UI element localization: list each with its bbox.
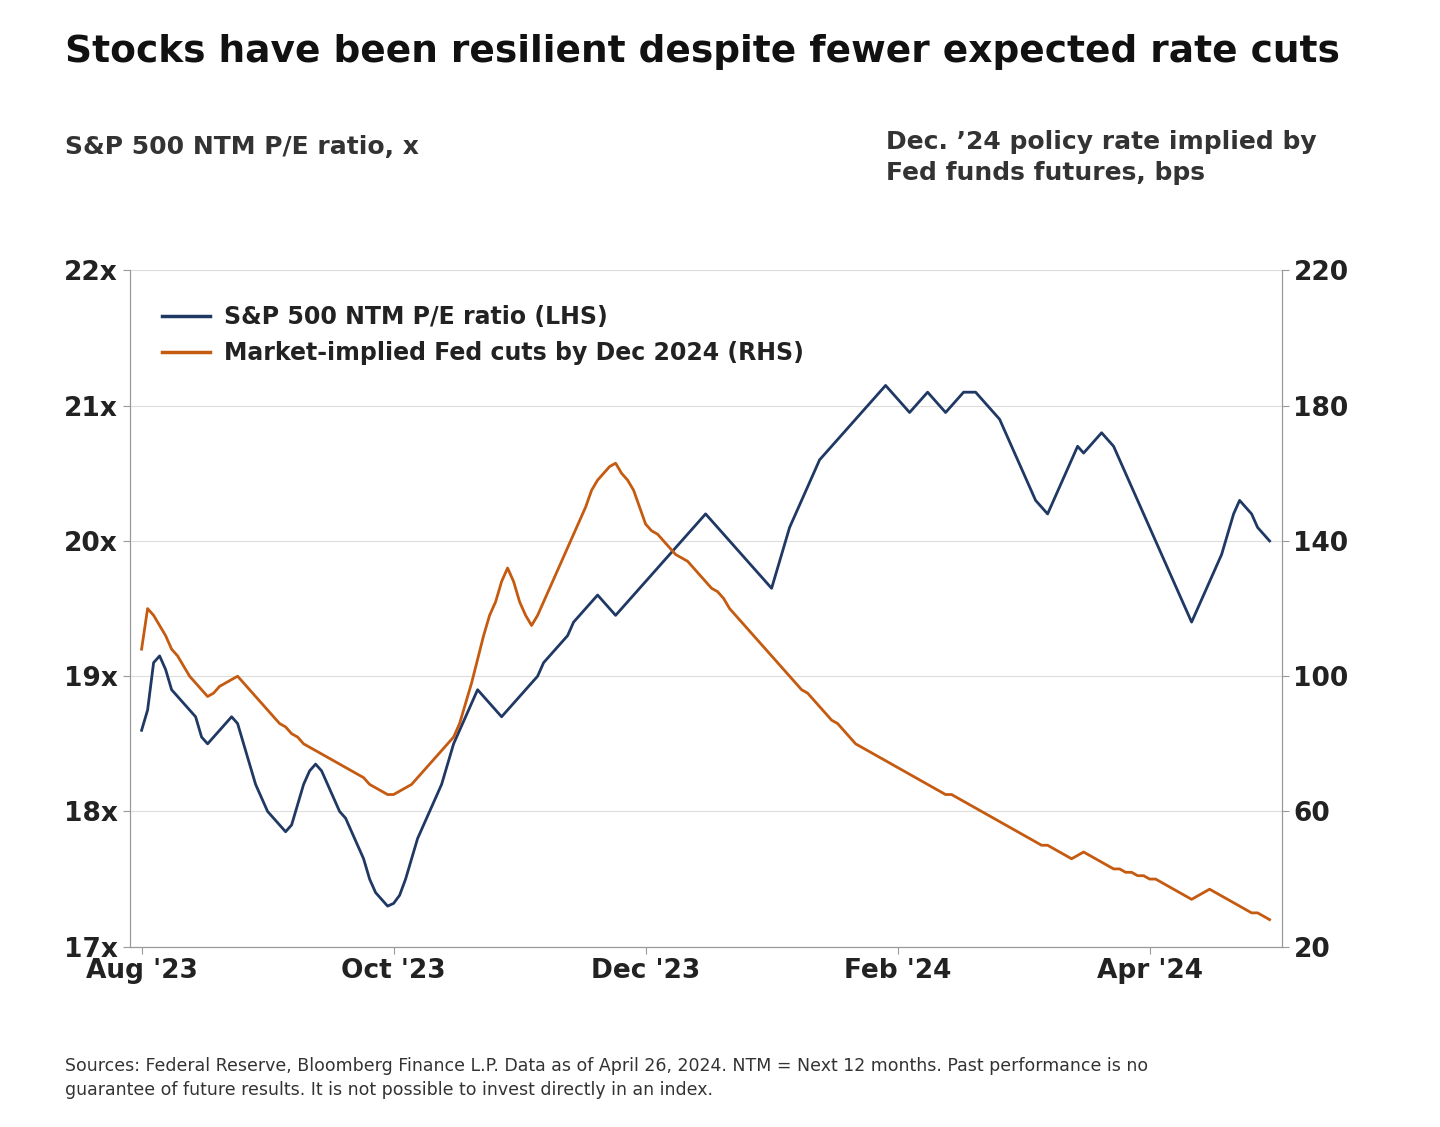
Text: Dec. ’24 policy rate implied by
Fed funds futures, bps: Dec. ’24 policy rate implied by Fed fund… [886, 130, 1316, 185]
Text: S&P 500 NTM P/E ratio, x: S&P 500 NTM P/E ratio, x [65, 135, 419, 159]
Text: Stocks have been resilient despite fewer expected rate cuts: Stocks have been resilient despite fewer… [65, 34, 1339, 70]
Text: Sources: Federal Reserve, Bloomberg Finance L.P. Data as of April 26, 2024. NTM : Sources: Federal Reserve, Bloomberg Fina… [65, 1057, 1148, 1099]
Legend: S&P 500 NTM P/E ratio (LHS), Market-implied Fed cuts by Dec 2024 (RHS): S&P 500 NTM P/E ratio (LHS), Market-impl… [153, 295, 814, 374]
